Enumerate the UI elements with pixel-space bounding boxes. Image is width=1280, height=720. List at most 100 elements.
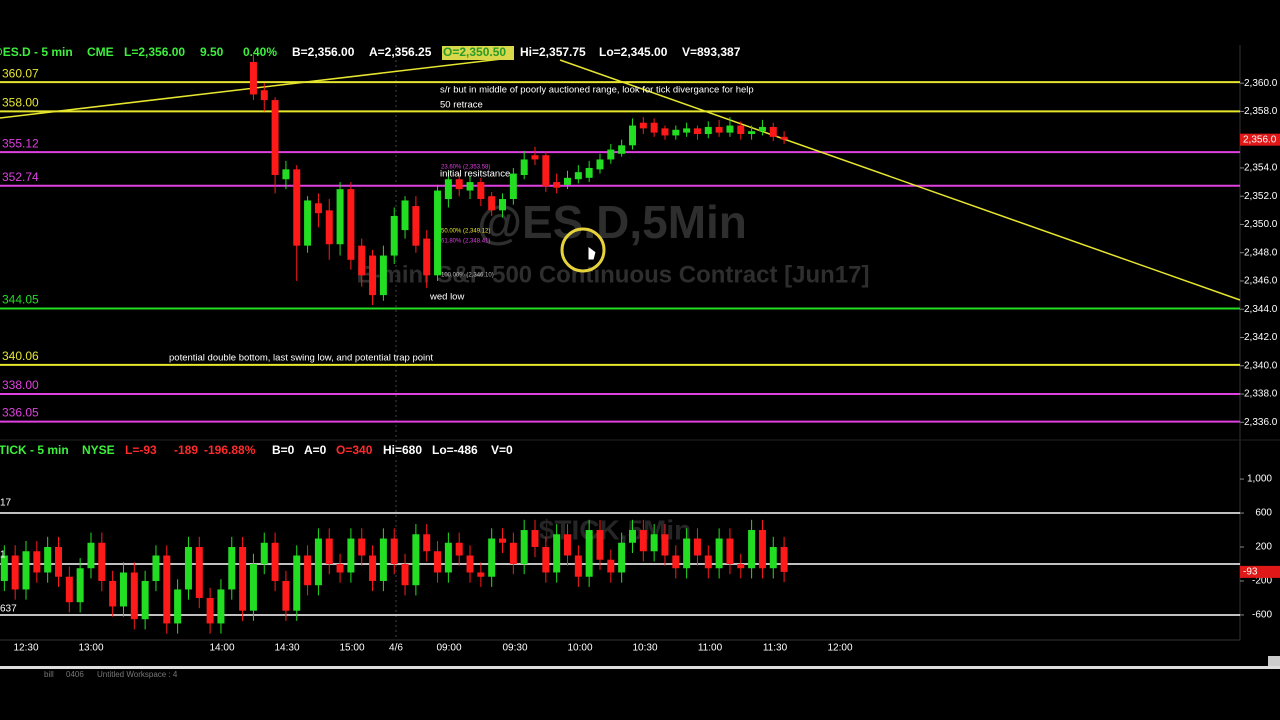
y-tick-label: 2,350.0 [1244,219,1278,230]
candle-body [455,542,463,556]
candle-body [109,580,117,607]
candle-body [206,597,214,624]
tab[interactable]: bill [44,670,54,679]
candle-body [726,125,734,133]
high: Hi=2,357.75 [520,45,586,59]
change-percent: 0.40% [243,45,277,59]
change: -189 [174,443,198,457]
candle-body [249,61,257,95]
side-label: 17 [0,498,12,509]
candle-body [33,551,41,573]
level-label: 360.07 [2,66,39,80]
side-label: 637 [0,604,17,615]
candle-body [260,542,268,564]
candle-body [293,555,301,611]
x-tick-label: 09:30 [502,643,527,654]
last-price-marker [1240,133,1280,146]
level-label: 338.00 [2,378,39,392]
tab[interactable]: 0406 [66,670,84,679]
candle-body [553,182,561,188]
bid: B=2,356.00 [292,45,355,59]
candle-body [769,547,777,569]
candle-body [423,534,431,552]
watermarks: @ES.D,5Min E-mini S&P 500 Continuous Con… [357,196,870,545]
candle-body [553,534,561,573]
candle-body [683,538,691,569]
tab[interactable]: Untitled Workspace : 4 [97,670,178,679]
candle-body [737,563,745,569]
candle-body [184,547,192,590]
candle-body [726,538,734,564]
volume: V=893,387 [682,45,741,59]
fib-label: 61.80% (2,348.41) [441,239,490,245]
tab-bar-border [0,666,1280,669]
candle-body [672,555,680,569]
candle-body [769,126,777,137]
candle-body [628,530,636,543]
y-tick-label: 200 [1255,542,1272,553]
annotation: initial resitstance [440,169,510,180]
y-tick-label: 2,344.0 [1244,304,1278,315]
fib-label: 23.60% (2,353.58) [441,165,490,171]
candle-body [585,530,593,577]
last-tick-marker [1240,565,1280,578]
candle-body [574,555,582,577]
y-tick-label: 2,342.0 [1244,332,1278,343]
side-label: 1 [0,550,6,561]
candle-body [499,538,507,543]
low: Lo=2,345.00 [599,45,668,59]
x-tick-label: 14:00 [209,643,234,654]
candle-body [499,199,507,211]
candle-body [379,255,387,296]
candle-body [119,572,127,607]
candle-body [434,190,442,276]
candle-body [369,255,377,296]
level-label: 355.12 [2,136,39,150]
fib-label: 100.00% (2,346.10) [441,273,494,279]
x-tick-label: 10:30 [632,643,657,654]
candle-body [455,179,463,190]
candle-body [564,177,571,185]
candle-body [607,559,615,573]
candle-body [509,173,517,200]
high: Hi=680 [383,443,422,457]
candle-body [76,568,84,603]
level-label: 352.74 [2,170,39,184]
candle-body [737,125,745,135]
x-tick-label: 14:30 [274,643,299,654]
candle-body [347,538,355,573]
ask: A=0 [304,443,327,457]
candle-body [282,169,290,180]
level-label: 358.00 [2,96,39,110]
candle-body [477,572,485,577]
candle-body [249,563,257,611]
candle-body [65,576,73,603]
last-tick-label: -93 [1243,567,1258,578]
bid: B=0 [272,443,295,457]
last: L=-93 [125,443,157,457]
ask: A=2,356.25 [369,45,432,59]
candle-body [293,169,301,246]
y-tick-label: 2,336.0 [1244,417,1278,428]
y-tick-label: 2,348.0 [1244,247,1278,258]
candle-body [304,555,312,586]
axes: 2,360.0 2,358.0 2,356.0 2,354.0 2,352.0 2,350… [13,78,1280,654]
candle-body [228,547,236,590]
candle-body [618,542,626,573]
candle-body [401,563,409,586]
level-label: 344.05 [2,293,39,307]
candle-body [639,530,647,552]
candle-body [466,182,474,191]
last: L=2,356.00 [124,45,185,59]
candle-body [87,542,95,569]
candle-body [618,145,626,154]
candle-body [347,189,355,260]
candle-body [369,555,377,581]
x-tick-label: 15:00 [339,643,364,654]
candle-body [390,538,398,564]
annotation: 50 retrace [440,100,483,111]
candle-body [585,167,593,178]
candle-body [401,200,409,231]
candle-body [325,210,333,245]
